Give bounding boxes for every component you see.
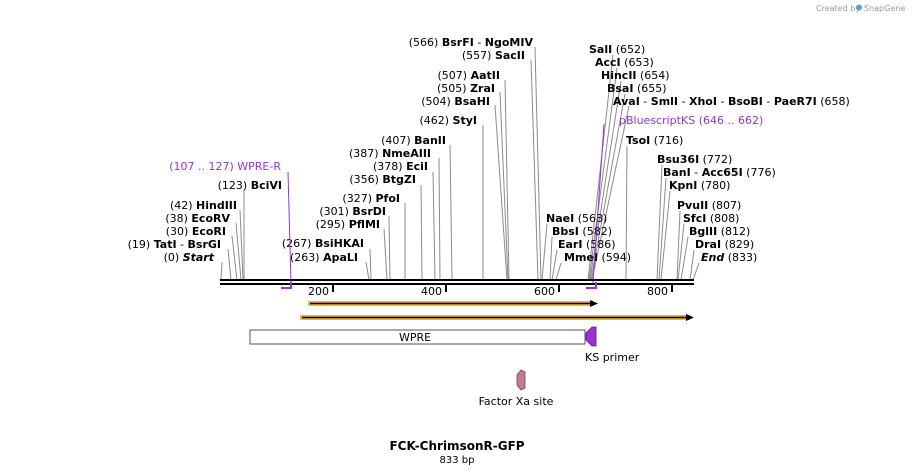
ruler-label-600: 600 (534, 285, 555, 298)
site-label-bbsi: BbsI (582) (552, 225, 612, 238)
ks-primer-feature (585, 326, 597, 347)
wpre-label: WPRE (399, 331, 431, 344)
site-label-apali: (263) ApaLI (290, 251, 358, 264)
map-length: 833 bp (440, 455, 475, 466)
wpre-feature (249, 329, 586, 345)
snapgene-logo-icon (856, 4, 862, 11)
site-label-pfoi: (327) PfoI (342, 192, 400, 205)
site-label-sfci: SfcI (808) (683, 212, 739, 225)
site-label-bsahi: (504) BsaHI (421, 95, 490, 108)
site-label-sacii: (557) SacII (462, 49, 525, 62)
site-label-mmei: MmeI (594) (564, 251, 631, 264)
site-label-start: (0) Start (164, 251, 215, 264)
pbluescript-site-label: pBluescriptKS (646 .. 662) (619, 114, 763, 127)
site-label-eari: EarI (586) (558, 238, 616, 251)
ruler: 200 400 600 800 (308, 285, 673, 298)
site-label-ecorv: (38) EcoRV (165, 212, 230, 225)
site-label-drai: DraI (829) (695, 238, 754, 251)
site-label-bsu36i: Bsu36I (772) (657, 153, 732, 166)
site-label-pvuii: PvuII (807) (677, 199, 741, 212)
site-label-btgzi: (356) BtgZI (349, 173, 416, 186)
site-leader-lines (220, 46, 700, 281)
site-label-banii: (407) BanII (381, 134, 446, 147)
site-label-nmeaiii: (387) NmeAIII (349, 147, 431, 160)
site-label-bsrfi: (566) BsrFI - NgoMIV (409, 36, 534, 49)
credit-brand: SnapGene (864, 4, 905, 13)
site-label-kpni: KpnI (780) (669, 179, 730, 192)
site-label-end: End (833) (701, 251, 757, 264)
orf-arrow-long (300, 314, 694, 321)
credit-text: Created by (816, 4, 860, 13)
wpre-r-leader-line (287, 171, 292, 284)
site-label-avai: AvaI - SmlI - XhoI - BsoBI - PaeR7I (658… (613, 95, 850, 108)
map-title: FCK-ChrimsonR-GFP (389, 439, 524, 453)
site-label-ecii: (378) EciI (373, 160, 428, 173)
site-label-ecori: (30) EcoRI (166, 225, 226, 238)
site-label-hindiii: (42) HindIII (170, 199, 237, 212)
site-label-bsrdi: (301) BsrDI (319, 205, 386, 218)
wpre-r-site-label: (107 .. 127) WPRE-R (169, 160, 281, 173)
ruler-label-800: 800 (647, 285, 668, 298)
site-label-acci: AccI (653) (595, 56, 654, 69)
factor-xa-label: Factor Xa site (479, 395, 554, 408)
pbluescript-leader-line (592, 123, 605, 284)
dna-backbone (220, 279, 694, 285)
site-label-bglii: BglII (812) (689, 225, 750, 238)
ruler-label-400: 400 (421, 285, 442, 298)
site-label-aatii: (507) AatII (438, 69, 500, 82)
ruler-label-200: 200 (308, 285, 329, 298)
site-label-zrai: (505) ZraI (437, 82, 495, 95)
pbluescript-binding-mark (586, 282, 597, 289)
site-label-pflmi: (295) PflMI (316, 218, 380, 231)
site-label-sali: SalI (652) (589, 43, 645, 56)
site-label-bcivi: (123) BciVI (218, 179, 282, 192)
site-label-naei: NaeI (568) (546, 212, 607, 225)
site-label-bani: BanI - Acc65I (776) (663, 166, 776, 179)
ks-primer-label: KS primer (585, 351, 640, 364)
site-label-bsihkai: (267) BsiHKAI (282, 237, 364, 250)
orf-arrow-short (308, 300, 598, 307)
site-label-tsoi: TsoI (716) (626, 134, 683, 147)
site-label-styi: (462) StyI (419, 114, 477, 127)
site-label-hincii: HincII (654) (601, 69, 670, 82)
site-label-bsai: BsaI (655) (607, 82, 667, 95)
wpre-r-binding-mark (281, 282, 292, 289)
site-label-tati: (19) TatI - BsrGI (128, 238, 221, 251)
factor-xa-feature (516, 369, 526, 391)
